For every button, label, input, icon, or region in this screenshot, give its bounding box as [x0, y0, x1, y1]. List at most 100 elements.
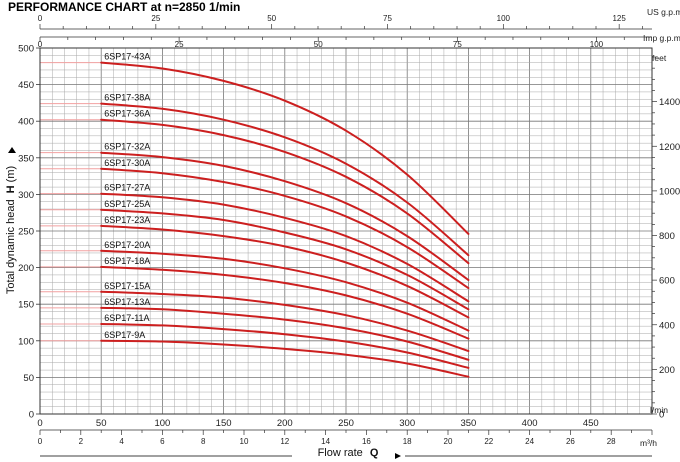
chart-grid: [39, 47, 653, 415]
imp-gpm-unit-label: Imp g.p.m: [643, 33, 680, 43]
x-tick-label: 250: [338, 418, 354, 429]
x-arrow-icon: [395, 453, 401, 459]
curve-label: 6SP17-38A: [104, 93, 150, 103]
y-tick-label: 50: [23, 373, 34, 384]
plot-frame: [39, 47, 653, 415]
us-gpm-tick-label: 75: [383, 14, 392, 23]
curve-label: 6SP17-36A: [104, 109, 150, 119]
m3h-tick-label: 14: [321, 437, 330, 446]
imp-gpm-tick-label: 50: [314, 40, 323, 49]
right-axis-feet: 0 200 400 600 800 1000 1200 1400: [652, 56, 680, 421]
curve-label: 6SP17-25A: [104, 199, 150, 209]
curve-label: 6SP17-27A: [104, 183, 150, 193]
y-tick-label: 0: [29, 410, 34, 421]
x-tick-label: 350: [460, 418, 476, 429]
imp-gpm-tick-label: 25: [175, 40, 184, 49]
chart-title: PERFORMANCE CHART at n=2850 1/min: [8, 0, 240, 14]
curve-6sp17-36a: [100, 118, 470, 265]
x-unit-label: l/min: [650, 405, 668, 415]
us-gpm-tick-label: 50: [267, 14, 276, 23]
m3h-tick-label: 10: [240, 437, 249, 446]
us-gpm-tick-label: 100: [497, 14, 511, 23]
m3h-tick-label: 24: [525, 437, 534, 446]
y-tick-label: 150: [18, 300, 34, 311]
imp-gpm-tick-label: 0: [38, 40, 43, 49]
curve-label: 6SP17-43A: [104, 52, 150, 62]
x-tick-label: 0: [37, 418, 42, 429]
x-tick-label: 100: [154, 418, 170, 429]
imp-gpm-tick-label: 100: [590, 40, 604, 49]
us-gpm-tick-label: 0: [38, 14, 43, 23]
us-gpm-tick-label: 125: [612, 14, 626, 23]
curve-label: 6SP17-13A: [104, 297, 150, 307]
m3h-tick-label: 20: [444, 437, 453, 446]
curve-6sp17-30a: [100, 167, 470, 290]
curve-label: 6SP17-20A: [104, 240, 150, 250]
curve-6sp17-27a: [100, 192, 470, 303]
feet-tick-label: 1400: [659, 97, 680, 108]
m3h-tick-label: 6: [160, 437, 165, 446]
m3h-tick-label: 16: [362, 437, 371, 446]
y-tick-label: 350: [18, 153, 34, 164]
curve-label: 6SP17-9A: [104, 330, 145, 340]
y-tick-label: 200: [18, 263, 34, 274]
y-tick-label: 500: [18, 44, 34, 55]
x-tick-label: 300: [399, 418, 415, 429]
m3h-tick-label: 4: [119, 437, 124, 446]
x-axis-title: Flow rate Q: [318, 447, 379, 459]
curve-label: 6SP17-11A: [104, 313, 149, 323]
y-tick-label: 300: [18, 190, 34, 201]
imp-gpm-tick-label: 75: [453, 40, 462, 49]
top-axes: 0 25 50 75 100 125 0 25 50 75 100: [38, 14, 652, 49]
us-gpm-unit-label: US g.p.m: [647, 7, 680, 17]
lead-lines: [40, 62, 102, 342]
feet-tick-label: 1000: [659, 186, 680, 197]
curve-6sp17-13a: [100, 306, 470, 361]
curve-6sp17-9a: [100, 339, 470, 378]
curve-label: 6SP17-30A: [104, 158, 150, 168]
curve-6sp17-20a: [100, 249, 470, 332]
feet-tick-label: 200: [659, 365, 675, 376]
us-gpm-tick-label: 25: [151, 14, 160, 23]
y-tick-label: 100: [18, 336, 34, 347]
feet-tick-label: 0: [659, 410, 664, 421]
m3h-tick-label: 12: [280, 437, 289, 446]
x-axis-title-symbol: Q: [370, 447, 379, 459]
x-tick-label: 200: [277, 418, 293, 429]
m3h-tick-label: 22: [484, 437, 493, 446]
y-tick-label: 250: [18, 227, 34, 238]
curve-6sp17-25a: [100, 208, 470, 311]
curve-label: 6SP17-15A: [104, 281, 150, 291]
m3h-unit-label: m³/h: [640, 438, 657, 448]
curve-6sp17-15a: [100, 290, 470, 352]
x-axis-title-text: Flow rate: [318, 447, 363, 459]
curve-6sp17-43a: [100, 61, 470, 235]
curve-labels: 6SP17-43A 6SP17-38A 6SP17-36A 6SP17-32A 6SP1…: [104, 52, 150, 340]
m3h-tick-label: 0: [38, 437, 43, 446]
feet-tick-label: 600: [659, 276, 675, 287]
y-arrow-icon: [8, 147, 16, 153]
m3h-tick-label: 2: [79, 437, 84, 446]
feet-unit-label: feet: [652, 53, 667, 63]
curve-label: 6SP17-32A: [104, 142, 150, 152]
curve-label: 6SP17-18A: [104, 256, 150, 266]
x-tick-label: 400: [522, 418, 538, 429]
feet-tick-label: 800: [659, 231, 675, 242]
x-tick-label: 50: [96, 418, 107, 429]
feet-tick-label: 400: [659, 320, 675, 331]
m3h-tick-label: 18: [403, 437, 412, 446]
svg-text:Total dynamic head H: Total dynamic head H (m): [5, 166, 17, 294]
m3h-tick-label: 26: [566, 437, 575, 446]
m3h-tick-label: 8: [201, 437, 206, 446]
x-tick-label: 450: [583, 418, 599, 429]
m3h-tick-label: 28: [607, 437, 616, 446]
svg-text:Flow rate Q: Flow rate Q: [318, 447, 379, 459]
curve-6sp17-11a: [100, 323, 470, 369]
curve-label: 6SP17-23A: [104, 215, 150, 225]
curve-6sp17-18a: [100, 265, 470, 340]
y-axis-title-unit: (m): [5, 166, 17, 183]
curves: [100, 61, 470, 378]
y-axis: 0 50 100 150 200 250 300 350 400 450 500: [18, 44, 40, 421]
